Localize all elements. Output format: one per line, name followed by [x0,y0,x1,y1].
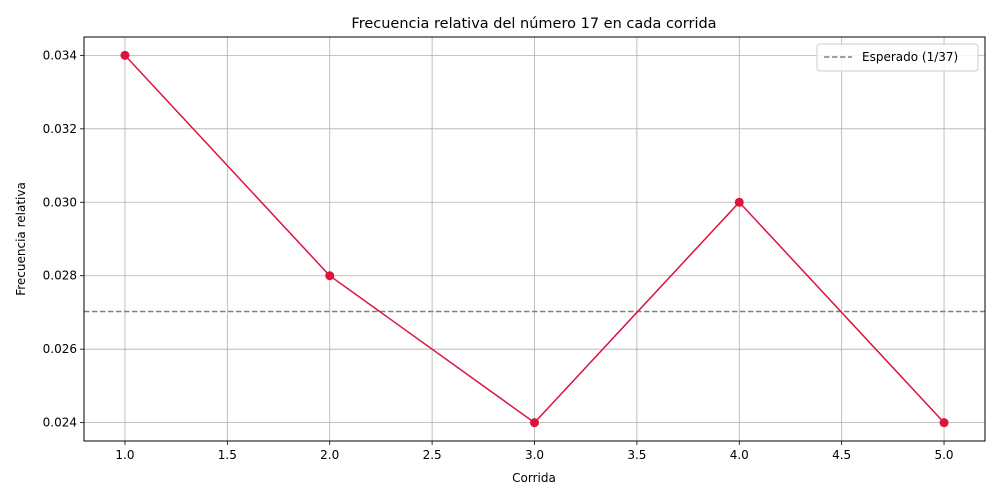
y-tick-label: 0.024 [43,416,77,430]
chart-title: Frecuencia relativa del número 17 en cad… [351,16,716,32]
data-point [120,50,130,60]
x-tick-label: 1.5 [218,448,237,462]
y-tick-label: 0.034 [43,48,77,62]
x-tick-label: 3.0 [525,448,544,462]
x-axis-ticks: 1.0 1.5 2.0 2.5 3.0 3.5 4.0 4.5 5.0 [115,441,954,462]
y-tick-label: 0.028 [43,269,77,283]
data-point [530,418,539,428]
x-axis-label: Corrida [512,471,556,485]
grid [84,37,985,441]
y-tick-label: 0.026 [43,342,77,356]
x-tick-label: 2.5 [423,448,442,462]
legend-box [816,43,979,72]
x-tick-label: 4.5 [832,448,851,462]
series-layer [120,50,949,428]
y-tick-label: 0.030 [43,195,77,209]
x-tick-label: 2.0 [320,448,339,462]
legend-entry-label: Esperado (1/37) [862,50,958,64]
y-axis-ticks: 0.024 0.026 0.028 0.030 0.032 0.034 [43,48,84,430]
x-tick-label: 4.0 [730,448,749,462]
x-tick-label: 3.5 [627,448,646,462]
legend: Esperado (1/37) [816,43,979,72]
data-point [325,271,335,281]
data-point [734,197,744,207]
y-axis-label: Frecuencia relativa [14,182,28,296]
data-point [939,418,949,428]
x-tick-label: 5.0 [934,448,953,462]
x-tick-label: 1.0 [115,448,134,462]
y-tick-label: 0.032 [43,122,77,136]
